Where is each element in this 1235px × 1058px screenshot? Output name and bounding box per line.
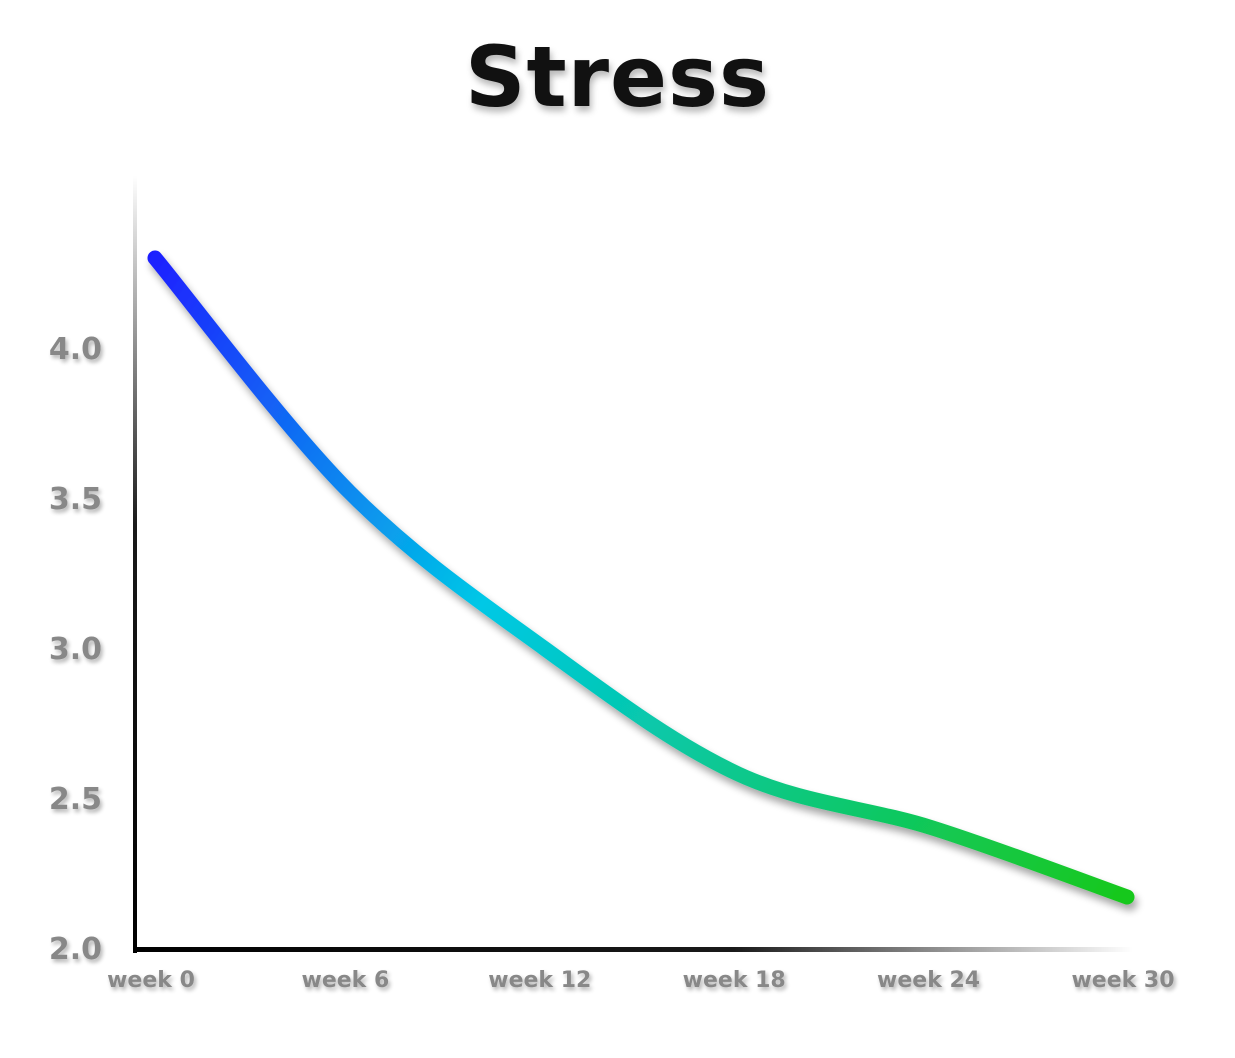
chart-title: Stress <box>464 28 771 126</box>
series-line <box>147 250 1135 905</box>
y-tick-label: 2.5 <box>49 782 102 817</box>
x-tick-label: week 30 <box>1071 968 1174 993</box>
x-axis-line <box>133 947 1133 952</box>
y-tick-label: 3.5 <box>49 482 102 517</box>
y-tick-label: 4.0 <box>49 332 102 367</box>
y-axis-line <box>133 175 137 953</box>
x-tick-label: week 24 <box>877 968 980 993</box>
y-tick-labels: 2.0 2.5 3.0 3.5 4.0 <box>49 332 102 967</box>
x-tick-label: week 0 <box>107 968 195 993</box>
x-tick-label: week 6 <box>302 968 390 993</box>
x-tick-labels: week 0 week 6 week 12 week 18 week 24 week 30 <box>107 968 1174 993</box>
y-tick-label: 3.0 <box>49 632 102 667</box>
y-tick-label: 2.0 <box>49 932 102 967</box>
x-tick-label: week 18 <box>683 968 786 993</box>
x-tick-label: week 12 <box>488 968 591 993</box>
